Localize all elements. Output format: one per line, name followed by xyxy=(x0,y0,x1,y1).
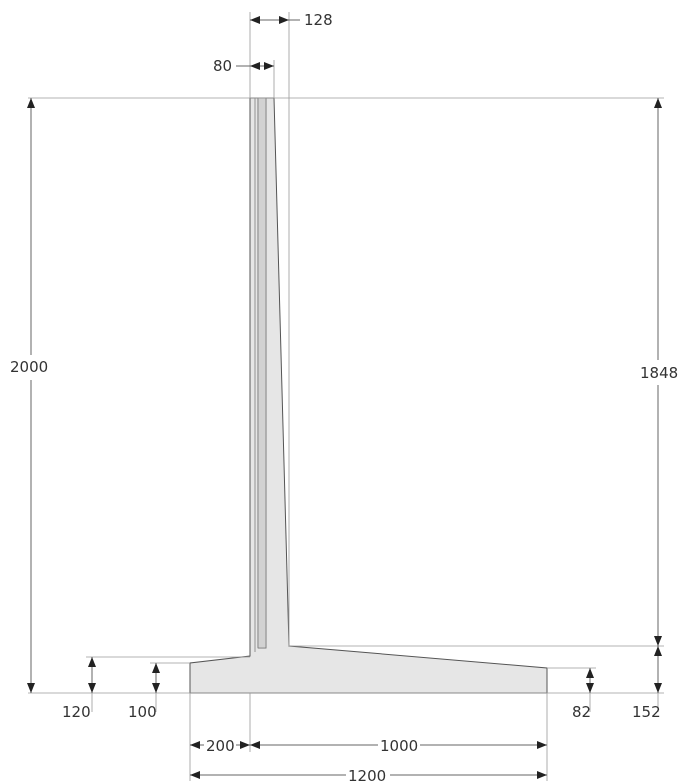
dim-label-stem-top-inner: 80 xyxy=(213,57,232,75)
dim-base-length: 1200 xyxy=(190,766,547,781)
wall-section xyxy=(189,97,548,694)
dim-label-heel-end-thickness: 82 xyxy=(572,703,591,721)
dim-label-toe-length: 200 xyxy=(206,737,235,755)
dim-stem-top-inner: 80 xyxy=(213,57,274,75)
stem-inner-strip xyxy=(257,97,267,649)
dim-label-heel-length: 1000 xyxy=(380,737,418,755)
wall-outline xyxy=(189,97,548,694)
dim-label-heel-root-thickness: 120 xyxy=(62,703,91,721)
dim-label-toe-root-thickness: 100 xyxy=(128,703,157,721)
dim-toe-length: 200 xyxy=(190,736,250,755)
dim-stem-top-total: 128 xyxy=(250,11,333,29)
dim-label-base-length: 1200 xyxy=(348,767,386,781)
dim-heel-end-thickness: 82 xyxy=(572,668,594,721)
dim-base-thickness: 152 xyxy=(632,646,662,721)
dim-heel-root-thickness: 120 xyxy=(62,657,96,721)
dim-label-stem-height: 1848 xyxy=(640,364,678,382)
dim-toe-root-thickness: 100 xyxy=(128,663,160,721)
dim-heel-length: 1000 xyxy=(250,736,547,755)
dim-stem-height: 1848 xyxy=(640,98,678,646)
dim-label-base-thickness: 152 xyxy=(632,703,661,721)
dim-label-stem-top-total: 128 xyxy=(304,11,333,29)
dim-label-total-height: 2000 xyxy=(10,358,48,376)
dim-total-height: 2000 xyxy=(10,98,48,693)
